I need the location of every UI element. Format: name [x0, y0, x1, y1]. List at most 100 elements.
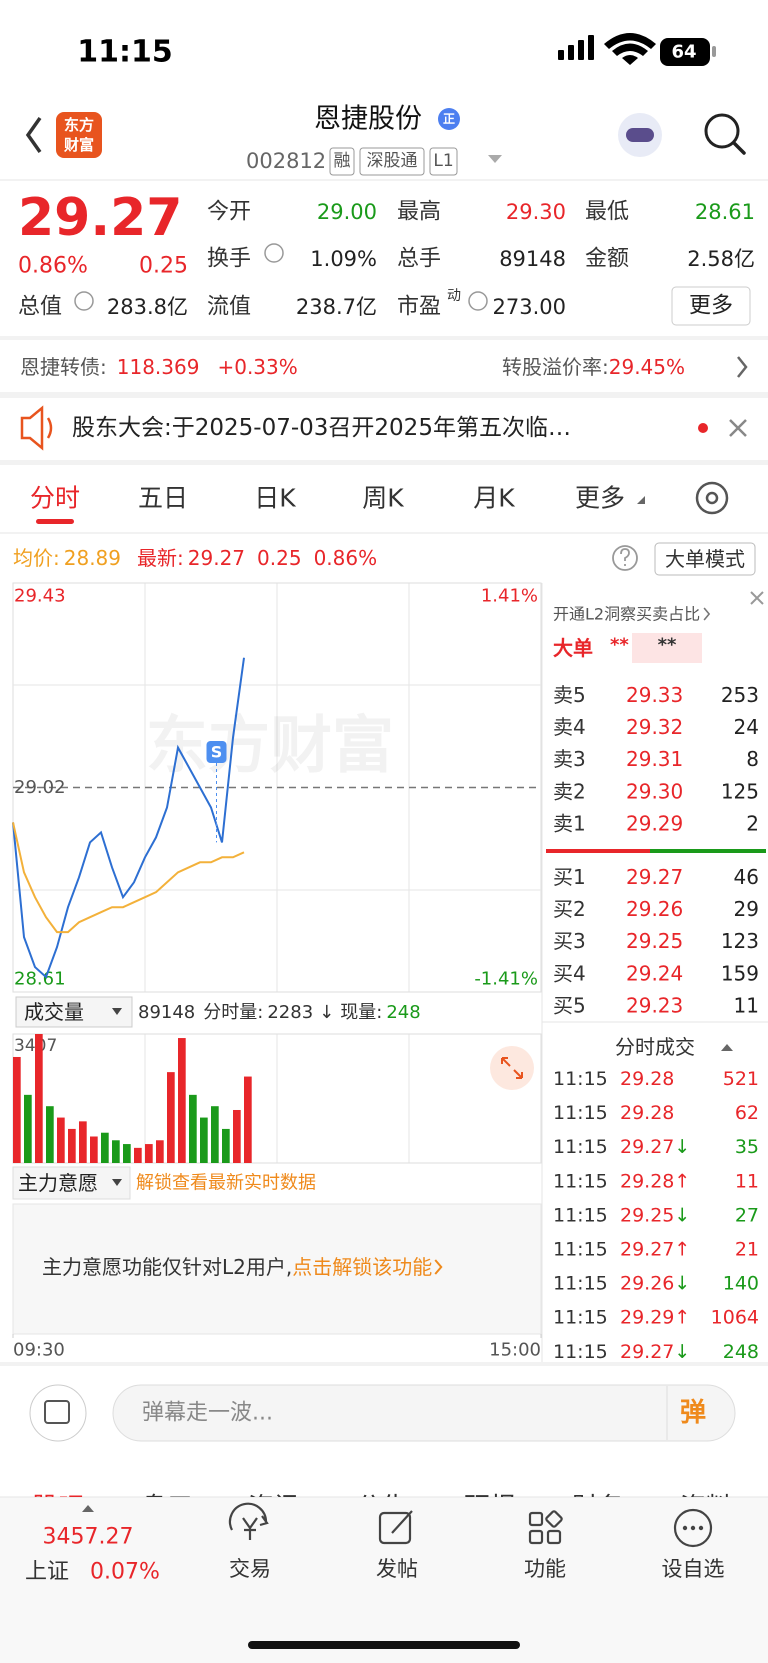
tab[interactable]: 更多	[575, 484, 625, 513]
level-volume: 24	[734, 715, 759, 739]
volume-bar	[222, 1128, 230, 1163]
text-part: 0.25	[257, 546, 302, 570]
volume-bar	[156, 1140, 164, 1163]
tab[interactable]: 分时	[30, 484, 80, 513]
search-button[interactable]	[704, 113, 740, 149]
text-part: 均价:	[13, 546, 60, 570]
danmaku-button[interactable]: 弹	[680, 1398, 706, 1428]
pe-sup: 动	[447, 288, 461, 304]
text-part: 转股溢价率:	[502, 355, 609, 379]
text-part: 点击解锁该功能	[292, 1255, 432, 1279]
more-button[interactable]	[671, 286, 751, 326]
stock-name: 恩捷股份	[314, 104, 422, 135]
field-value: 238.7亿	[296, 295, 377, 319]
locked-message: 主力意愿功能仅针对L2用户,点击解锁该功能	[42, 1255, 432, 1279]
volume-bar	[112, 1140, 120, 1163]
volume-bar	[101, 1132, 109, 1163]
tab[interactable]: 五日	[138, 484, 188, 513]
nav-item[interactable]: 交易	[229, 1557, 271, 1581]
volume-selector[interactable]	[15, 996, 133, 1028]
sub-tab[interactable]: 股吧	[32, 1493, 84, 1523]
sub-tab[interactable]: 财务	[572, 1493, 624, 1523]
level-price: 29.25	[626, 929, 683, 953]
volume-bar	[167, 1072, 175, 1163]
tag	[429, 147, 458, 176]
selector-text: 主力意愿	[18, 1171, 98, 1195]
tag	[359, 147, 425, 176]
help-icon[interactable]	[612, 545, 638, 571]
mainforce-selector[interactable]	[12, 1166, 131, 1200]
search-handle	[732, 141, 746, 155]
notice-dot	[698, 423, 708, 433]
watermark: 东方财富	[146, 709, 394, 782]
avg-line	[12, 822, 245, 934]
nav-item[interactable]: 功能	[524, 1557, 566, 1581]
text-part: 恩捷转债:	[20, 355, 107, 379]
bond-chevron[interactable]	[737, 356, 748, 378]
level-price: 29.29	[626, 811, 683, 835]
big-order-box	[632, 633, 702, 663]
back-button[interactable]	[25, 116, 42, 154]
sub-tab[interactable]: 研报	[464, 1493, 516, 1523]
trade-volume: 140	[723, 1273, 759, 1295]
text-part: 29.28	[620, 1102, 674, 1124]
sub-tab[interactable]: 资料	[680, 1493, 732, 1523]
volume-bar	[178, 1038, 186, 1163]
level-volume: 46	[734, 865, 759, 889]
text-part: 现量:	[340, 1002, 382, 1023]
level-label: 卖5	[553, 683, 586, 707]
volume-bar	[200, 1117, 208, 1163]
tag-text: L1	[433, 151, 453, 171]
level-label: 买1	[553, 865, 586, 889]
level-volume: 8	[746, 747, 759, 771]
volume-bar	[46, 1106, 54, 1163]
sub-tab[interactable]: 盘口	[141, 1493, 193, 1523]
sub-tab[interactable]: 资讯	[248, 1493, 300, 1523]
level-volume: 123	[721, 929, 759, 953]
unlock-link[interactable]: 解锁查看最新实时数据	[136, 1173, 316, 1194]
mode-button[interactable]	[654, 542, 756, 576]
comment-input[interactable]	[112, 1384, 736, 1442]
annotation-text: S	[211, 743, 223, 762]
bond-premium: 转股溢价率:29.45%	[502, 355, 685, 379]
tab[interactable]: 日K	[254, 484, 296, 513]
comment-settings[interactable]	[29, 1384, 87, 1442]
index-name: 上证	[25, 1560, 69, 1585]
volume-bar	[189, 1094, 197, 1163]
text-part: 分时量:	[203, 1002, 263, 1023]
volume-info: 89148 分时量: 2283 ↓ 现量: 248	[138, 1002, 421, 1023]
trade-price: 29.28	[620, 1102, 674, 1124]
nav-item[interactable]: 设自选	[662, 1557, 725, 1581]
notice-text: 股东大会:于2025-07-03召开2025年第五次临…	[72, 415, 571, 441]
trade-price: 29.27↓	[620, 1136, 690, 1158]
expand-button[interactable]	[490, 1046, 534, 1090]
expand-icon	[501, 1057, 523, 1079]
tab[interactable]: 月K	[473, 484, 515, 513]
comment-placeholder: 弹幕走一波...	[142, 1401, 273, 1426]
text-part: 主力意愿功能仅针对L2用户,	[42, 1255, 292, 1279]
mode-text: 大单模式	[665, 547, 745, 571]
dropdown[interactable]	[488, 155, 502, 163]
field-value: 273.00	[493, 295, 566, 319]
sub-tab[interactable]: 公告	[356, 1493, 408, 1523]
level-label: 卖1	[553, 811, 586, 835]
level-volume: 29	[734, 897, 759, 921]
text-part: ↓	[674, 1273, 690, 1295]
volume-bar	[145, 1144, 153, 1163]
tab[interactable]: 周K	[362, 484, 404, 513]
locked-box	[12, 1203, 542, 1335]
field-label: 最低	[585, 200, 629, 225]
change-pct: 0.86%	[18, 254, 88, 279]
level-volume: 2	[746, 811, 759, 835]
l2-promo: 开通L2洞察买卖占比	[553, 605, 700, 624]
settings-icon[interactable]	[695, 481, 729, 515]
panel-close[interactable]	[750, 591, 764, 605]
index-pct: 0.07%	[90, 1560, 160, 1585]
notice-close[interactable]	[729, 419, 747, 437]
trade-time: 11:15	[553, 1136, 608, 1158]
volume-bar	[211, 1106, 219, 1163]
trade-volume: 1064	[711, 1307, 759, 1329]
nav-item[interactable]: 发帖	[376, 1557, 418, 1581]
last-price: 29.27	[18, 188, 182, 248]
text-part: 29.27	[620, 1136, 674, 1158]
